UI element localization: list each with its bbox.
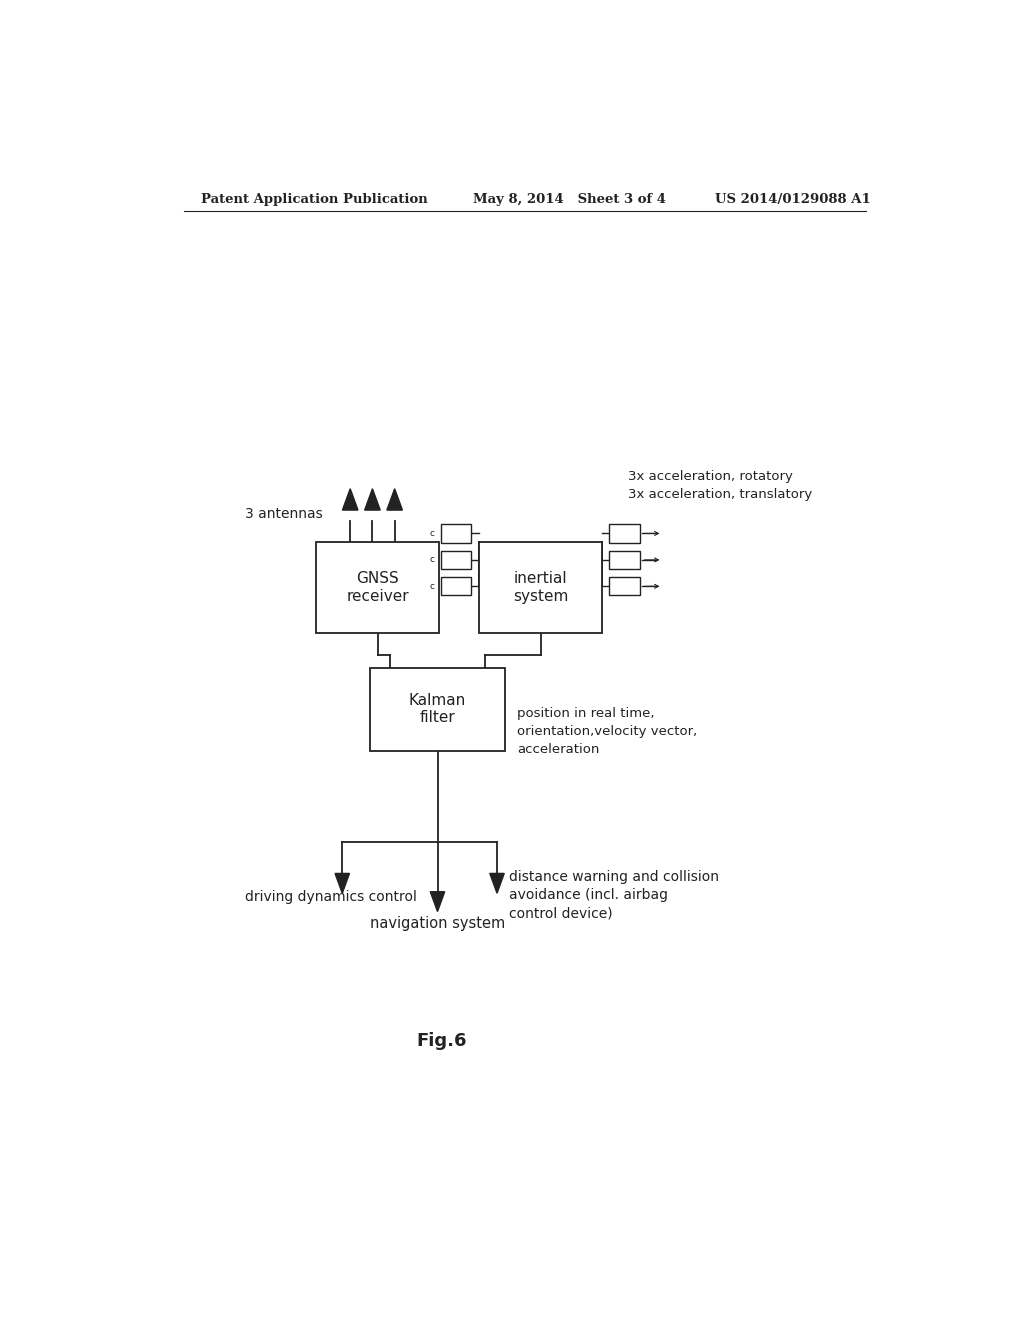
Polygon shape	[430, 892, 444, 912]
Text: 3 antennas: 3 antennas	[246, 507, 324, 521]
Polygon shape	[335, 874, 349, 894]
Bar	[441, 524, 471, 543]
Bar	[608, 577, 640, 595]
Text: c: c	[429, 556, 434, 565]
Bar	[608, 524, 640, 543]
Text: Fig.6: Fig.6	[416, 1032, 467, 1049]
Bar	[370, 668, 505, 751]
Bar	[441, 550, 471, 569]
Polygon shape	[365, 488, 380, 510]
Text: position in real time,
orientation,velocity vector,
acceleration: position in real time, orientation,veloc…	[517, 708, 697, 756]
Polygon shape	[342, 488, 358, 510]
Bar	[479, 541, 602, 634]
Bar	[441, 577, 471, 595]
Text: inertial
system: inertial system	[513, 572, 568, 603]
Bar	[608, 550, 640, 569]
Text: driving dynamics control: driving dynamics control	[246, 890, 418, 904]
Text: US 2014/0129088 A1: US 2014/0129088 A1	[715, 193, 871, 206]
Text: GNSS
receiver: GNSS receiver	[347, 572, 410, 603]
Bar	[316, 541, 439, 634]
Text: May 8, 2014   Sheet 3 of 4: May 8, 2014 Sheet 3 of 4	[473, 193, 667, 206]
Text: Kalman
filter: Kalman filter	[409, 693, 466, 726]
Text: c: c	[429, 582, 434, 591]
Text: Patent Application Publication: Patent Application Publication	[201, 193, 428, 206]
Text: 3x acceleration, rotatory
3x acceleration, translatory: 3x acceleration, rotatory 3x acceleratio…	[628, 470, 812, 502]
Polygon shape	[489, 874, 504, 894]
Text: distance warning and collision
avoidance (incl. airbag
control device): distance warning and collision avoidance…	[509, 870, 719, 920]
Polygon shape	[387, 488, 402, 510]
Text: navigation system: navigation system	[370, 916, 505, 931]
Text: c: c	[429, 529, 434, 539]
